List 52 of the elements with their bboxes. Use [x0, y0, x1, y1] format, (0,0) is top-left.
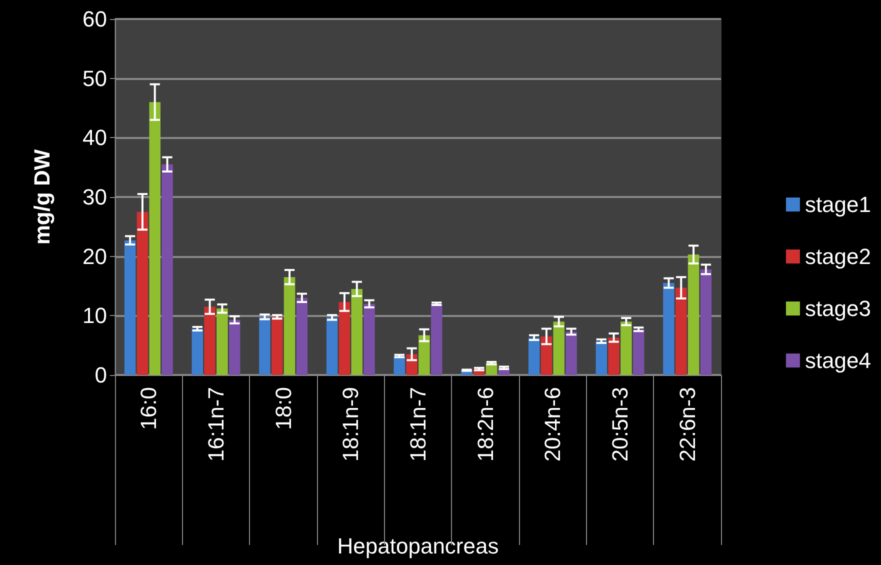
- bar: [596, 341, 608, 375]
- bar: [338, 302, 350, 375]
- bar: [149, 102, 161, 375]
- x-tick-label: 20:5n-3: [608, 387, 632, 462]
- bar: [675, 288, 687, 375]
- bar: [136, 212, 148, 375]
- bar: [326, 317, 338, 375]
- x-tick-label: 16:1n-7: [204, 387, 228, 462]
- bar: [566, 332, 577, 375]
- legend-label: stage4: [804, 348, 872, 373]
- bar: [364, 304, 375, 375]
- bar: [418, 335, 430, 375]
- bar: [528, 338, 540, 375]
- bar: [192, 328, 204, 375]
- bar: [632, 329, 644, 375]
- bar: [430, 304, 442, 375]
- x-tick-label: 16:0: [136, 387, 162, 430]
- legend-label: stage1: [804, 192, 872, 217]
- bar: [663, 283, 674, 375]
- x-tick-label: 18:2n-6: [472, 387, 498, 462]
- y-tick-label: 0: [94, 362, 107, 388]
- bar: [162, 164, 173, 375]
- bar: [284, 277, 296, 375]
- legend-label: stage3: [804, 296, 872, 321]
- bar: [620, 322, 632, 375]
- x-tick-label: 18:1n-9: [338, 387, 364, 462]
- bar: [540, 336, 552, 375]
- y-tick-label: 40: [82, 125, 107, 150]
- y-tick-label: 50: [82, 66, 107, 91]
- bar: [204, 306, 216, 375]
- y-tick-label: 10: [82, 303, 107, 328]
- bar: [124, 240, 136, 375]
- x-axis-title: Hepatopancreas: [337, 534, 499, 558]
- y-axis-title: mg/g DW: [30, 149, 54, 245]
- bar: [216, 308, 228, 375]
- y-tick-label: 20: [82, 244, 107, 269]
- bar: [351, 288, 363, 375]
- x-tick-label: 18:0: [270, 387, 296, 430]
- bar: [608, 338, 620, 375]
- x-tick-label: 20:4n-6: [540, 387, 566, 462]
- bar: [259, 316, 270, 375]
- y-tick-label: 60: [82, 6, 107, 32]
- bar: [296, 298, 308, 375]
- y-tick-label: 30: [82, 184, 107, 210]
- bar: [228, 320, 240, 375]
- bar: [688, 254, 700, 375]
- bar: [271, 316, 283, 375]
- x-tick-label: 18:1n-7: [406, 387, 430, 462]
- x-tick-label: 22:6n-3: [674, 387, 700, 462]
- bar: [553, 322, 565, 375]
- legend-label: stage2: [804, 244, 872, 269]
- bar: [700, 269, 712, 375]
